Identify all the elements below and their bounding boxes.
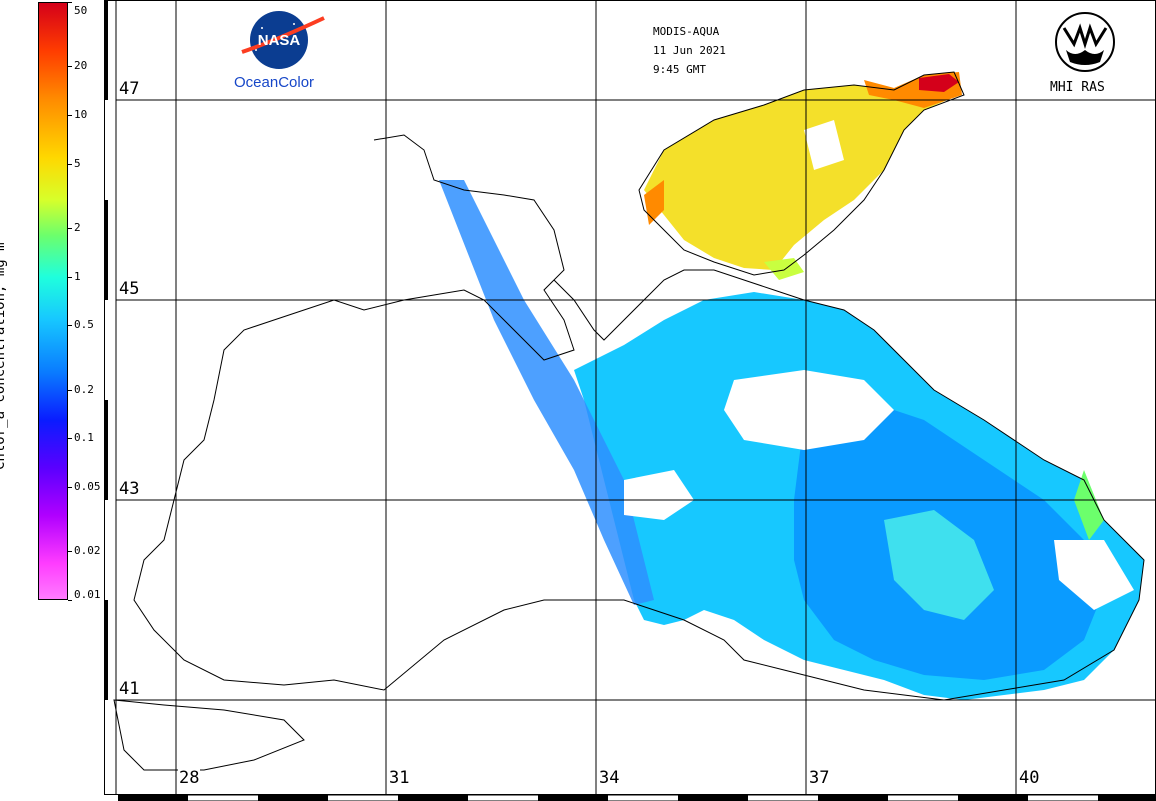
colorbar-tick-label: 0.1 xyxy=(74,431,94,445)
svg-text:NASA: NASA xyxy=(258,32,301,49)
lat-label-41: 41 xyxy=(118,679,141,699)
bottom-scale-bar xyxy=(118,795,1156,801)
colorbar-tick-label: 50 xyxy=(74,4,88,17)
lon-label-40: 40 xyxy=(1018,768,1041,788)
colorbar-tick-label: 0.05 xyxy=(74,479,101,493)
colorbar-tick-mark xyxy=(68,551,72,553)
colorbar-tick-mark xyxy=(68,163,72,165)
colorbar-tick-mark xyxy=(68,389,72,391)
colorbar-tick-label: 0.2 xyxy=(74,382,94,396)
colorbar-tick-label: 0.01 xyxy=(74,588,101,601)
colorbar-tick-label: 2 xyxy=(74,221,81,234)
nasa-oceancolor-logo: NASA OceanColor xyxy=(232,10,332,95)
colorbar-tick-mark xyxy=(68,66,72,68)
acquisition-time: 9:45 GMT xyxy=(653,63,706,76)
colorbar-tick-mark xyxy=(68,228,72,229)
mhi-emblem-icon xyxy=(1055,12,1115,72)
colorbar-tick-mark xyxy=(68,115,72,116)
lon-label-34: 34 xyxy=(598,768,621,788)
colorbar-tick-mark xyxy=(68,2,72,3)
colorbar-tick-label: 5 xyxy=(74,156,81,170)
nasa-meatball-icon: NASA xyxy=(241,11,325,69)
lat-label-47: 47 xyxy=(118,79,141,99)
colorbar-title: Chlor_a concentration, mg·m⁻³ xyxy=(0,225,8,470)
sensor-name: MODIS-AQUA xyxy=(653,25,720,38)
acquisition-date: 11 Jun 2021 xyxy=(653,44,726,57)
colorbar-tick-label: 0.5 xyxy=(74,318,94,332)
lon-label-37: 37 xyxy=(808,768,831,788)
colorbar-tick-label: 20 xyxy=(74,59,88,73)
colorbar-tick-label: 1 xyxy=(74,269,81,283)
colorbar-tick-mark xyxy=(68,276,72,278)
acquisition-info: MODIS-AQUA 11 Jun 2021 9:45 GMT xyxy=(653,22,726,79)
colorbar-tick-label: 10 xyxy=(74,108,88,121)
colorbar-tick-mark xyxy=(68,438,72,440)
mhi-ras-logo: MHI RAS xyxy=(1050,10,1120,100)
map-frame xyxy=(104,0,1156,795)
lon-label-28: 28 xyxy=(178,768,201,788)
colorbar xyxy=(38,2,68,600)
oceancolor-caption: OceanColor xyxy=(234,74,315,91)
colorbar-tick-mark xyxy=(68,600,72,601)
mhi-ras-caption: MHI RAS xyxy=(1050,80,1105,95)
lat-label-43: 43 xyxy=(118,479,141,499)
lat-label-45: 45 xyxy=(118,279,141,299)
colorbar-tick-label: 0.02 xyxy=(74,544,101,558)
lon-label-31: 31 xyxy=(388,768,411,788)
colorbar-tick-mark xyxy=(68,486,72,488)
colorbar-tick-mark xyxy=(68,325,72,327)
